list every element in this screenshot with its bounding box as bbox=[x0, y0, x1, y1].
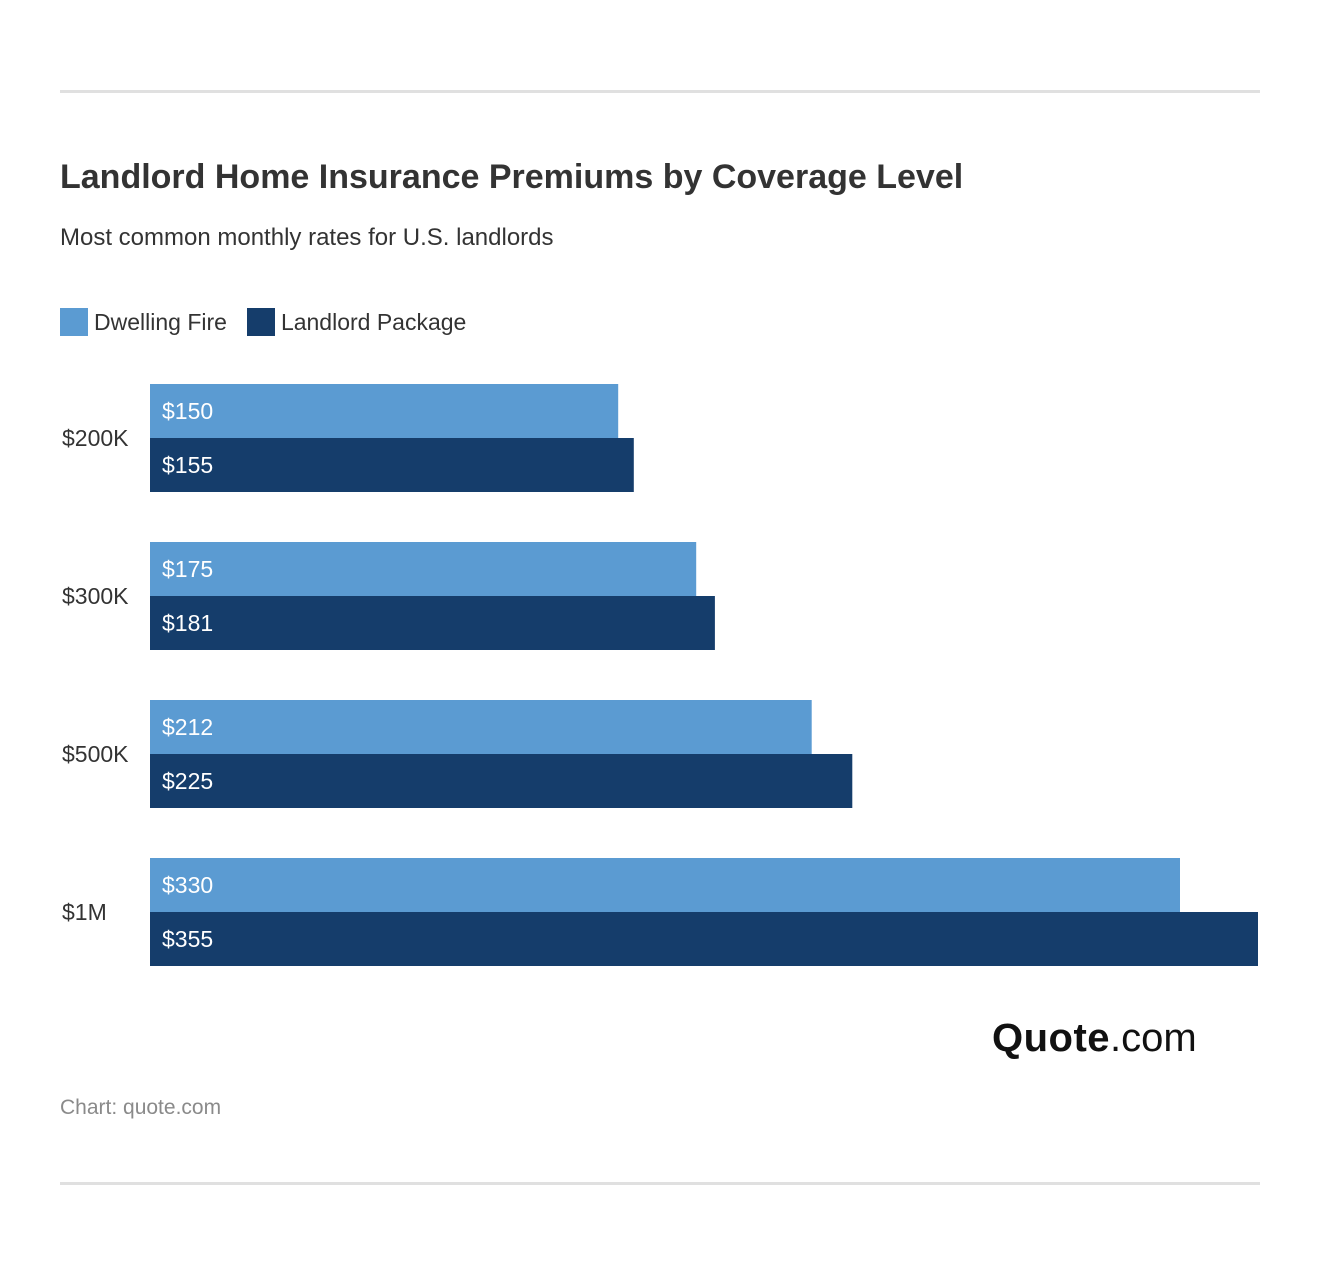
bar-dwelling-fire-1m bbox=[150, 858, 1180, 912]
logo-brand: Quote bbox=[992, 1016, 1111, 1060]
bar-label-dwelling-fire-300k: $175 bbox=[162, 556, 213, 582]
bar-dwelling-fire-500k bbox=[150, 700, 812, 754]
bar-label-landlord-package-500k: $225 bbox=[162, 768, 213, 794]
bar-landlord-package-1m bbox=[150, 912, 1258, 966]
bar-landlord-package-200k bbox=[150, 438, 634, 492]
chart-subtitle: Most common monthly rates for U.S. landl… bbox=[60, 224, 554, 251]
category-label-500k: $500K bbox=[62, 741, 129, 767]
legend-item-dwelling-fire: Dwelling Fire bbox=[60, 308, 227, 336]
bar-landlord-package-500k bbox=[150, 754, 853, 808]
bar-label-dwelling-fire-200k: $150 bbox=[162, 398, 213, 424]
legend-label-dwelling-fire: Dwelling Fire bbox=[94, 308, 227, 335]
chart-source: Chart: quote.com bbox=[60, 1096, 222, 1119]
legend-swatch-dwelling-fire bbox=[60, 308, 88, 336]
bar-label-landlord-package-1m: $355 bbox=[162, 926, 213, 952]
bottom-divider bbox=[60, 1182, 1260, 1185]
chart-title: Landlord Home Insurance Premiums by Cove… bbox=[60, 158, 964, 196]
bar-label-landlord-package-300k: $181 bbox=[162, 610, 213, 636]
legend-item-landlord-package: Landlord Package bbox=[246, 308, 467, 336]
quote-logo: Quote.com bbox=[992, 1018, 1197, 1058]
category-label-1m: $1M bbox=[62, 899, 107, 925]
legend-label-landlord-package: Landlord Package bbox=[280, 308, 467, 335]
bar-dwelling-fire-200k bbox=[150, 384, 619, 438]
chart-legend: Dwelling Fire Landlord Package bbox=[60, 308, 486, 336]
legend-swatch-landlord-package bbox=[246, 308, 275, 336]
top-divider bbox=[60, 90, 1260, 93]
bar-landlord-package-300k bbox=[150, 596, 715, 650]
bar-dwelling-fire-300k bbox=[150, 542, 697, 596]
logo-tld: .com bbox=[1110, 1016, 1197, 1060]
category-label-200k: $200K bbox=[62, 425, 129, 451]
bar-label-landlord-package-200k: $155 bbox=[162, 452, 213, 478]
bar-label-dwelling-fire-500k: $212 bbox=[162, 714, 213, 740]
bar-label-dwelling-fire-1m: $330 bbox=[162, 872, 213, 898]
category-label-300k: $300K bbox=[62, 583, 129, 609]
